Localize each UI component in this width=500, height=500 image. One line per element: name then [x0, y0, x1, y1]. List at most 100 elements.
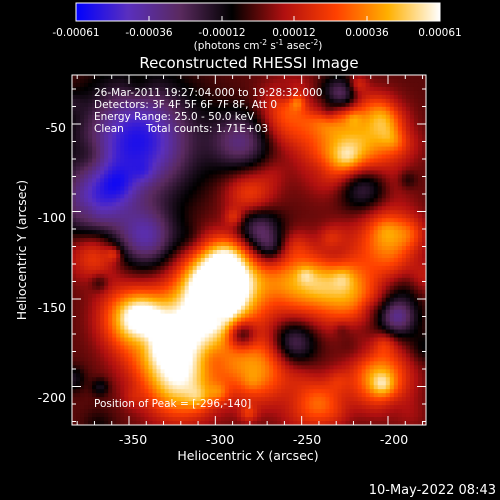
heatmap-cell: [108, 218, 113, 223]
heatmap-cell: [228, 166, 234, 172]
heatmap-cell: [309, 118, 314, 124]
heatmap-cell: [144, 210, 150, 215]
heatmap-cell: [353, 257, 359, 263]
heatmap-cell: [329, 182, 335, 187]
heatmap-cell: [289, 194, 294, 199]
heatmap-cell: [76, 253, 81, 259]
heatmap-cell: [228, 226, 234, 231]
heatmap-cell: [349, 218, 355, 223]
heatmap-cell: [341, 162, 347, 168]
heatmap-cell: [321, 210, 327, 215]
heatmap-cell: [317, 106, 323, 112]
heatmap-cell: [120, 242, 125, 247]
heatmap-cell: [136, 246, 141, 251]
heatmap-cell: [405, 126, 411, 132]
heatmap-cell: [216, 166, 222, 172]
heatmap-cell: [100, 202, 105, 207]
heatmap-cell: [192, 214, 198, 219]
heatmap-cell: [261, 114, 266, 120]
heatmap-cell: [104, 289, 109, 295]
heatmap-cell: [329, 114, 335, 120]
heatmap-cell: [329, 106, 335, 112]
heatmap-cell: [200, 222, 206, 227]
heatmap-cell: [220, 210, 226, 215]
heatmap-cell: [253, 86, 258, 92]
heatmap-cell: [377, 166, 383, 172]
heatmap-cell: [421, 218, 426, 223]
heatmap-cell: [76, 269, 81, 275]
heatmap-cell: [293, 75, 298, 80]
heatmap-cell: [317, 226, 323, 231]
heatmap-cell: [333, 158, 339, 164]
heatmap-cell: [249, 122, 254, 128]
heatmap-cell: [373, 86, 379, 92]
heatmap-cell: [180, 234, 186, 239]
heatmap-cell: [116, 130, 121, 136]
heatmap-cell: [188, 285, 194, 291]
heatmap-cell: [160, 250, 166, 255]
heatmap-cell: [120, 269, 125, 275]
heatmap-cell: [180, 281, 186, 287]
heatmap-cell: [232, 94, 238, 100]
heatmap-cell: [208, 114, 214, 120]
heatmap-cell: [136, 265, 141, 271]
heatmap-cell: [244, 210, 250, 215]
heatmap-cell: [257, 250, 262, 255]
heatmap-cell: [88, 98, 93, 104]
heatmap-cell: [116, 186, 121, 191]
heatmap-cell: [224, 90, 230, 96]
heatmap-cell: [329, 257, 335, 263]
heatmap-cell: [120, 106, 125, 112]
heatmap-cell: [88, 82, 93, 88]
heatmap-cell: [421, 126, 426, 132]
heatmap-cell: [108, 293, 113, 299]
heatmap-cell: [172, 210, 178, 215]
heatmap-cell: [88, 182, 93, 187]
heatmap-cell: [160, 138, 166, 144]
heatmap-cell: [333, 218, 339, 223]
heatmap-cell: [333, 102, 339, 108]
heatmap-cell: [349, 222, 355, 227]
heatmap-cell: [333, 198, 339, 203]
heatmap-cell: [184, 210, 190, 215]
heatmap-cell: [160, 297, 166, 303]
heatmap-cell: [353, 234, 359, 239]
heatmap-cell: [313, 75, 318, 80]
heatmap-cell: [285, 293, 290, 299]
heatmap-cell: [200, 134, 206, 140]
heatmap-cell: [112, 146, 117, 152]
heatmap-cell: [168, 122, 174, 128]
heatmap-cell: [240, 226, 246, 231]
heatmap-cell: [108, 234, 113, 239]
heatmap-cell: [389, 182, 395, 187]
heatmap-cell: [265, 206, 270, 211]
heatmap-cell: [244, 186, 250, 191]
heatmap-cell: [273, 82, 278, 88]
heatmap-cell: [257, 90, 262, 96]
heatmap-cell: [349, 94, 355, 100]
heatmap-cell: [144, 90, 150, 96]
heatmap-cell: [313, 261, 318, 267]
heatmap-cell: [84, 198, 89, 203]
heatmap-cell: [277, 90, 282, 96]
heatmap-cell: [184, 146, 190, 152]
heatmap-cell: [244, 166, 250, 172]
heatmap-cell: [393, 146, 399, 152]
heatmap-cell: [365, 158, 371, 164]
heatmap-cell: [228, 198, 234, 203]
heatmap-cell: [325, 122, 331, 128]
heatmap-cell: [224, 230, 230, 235]
heatmap-cell: [277, 222, 282, 227]
heatmap-cell: [297, 210, 302, 215]
heatmap-cell: [381, 202, 387, 207]
heatmap-cell: [417, 265, 423, 271]
heatmap-cell: [305, 269, 310, 275]
heatmap-cell: [196, 265, 202, 271]
heatmap-cell: [389, 134, 395, 140]
heatmap-cell: [333, 126, 339, 132]
heatmap-cell: [140, 102, 146, 108]
heatmap-cell: [88, 90, 93, 96]
heatmap-cell: [168, 102, 174, 108]
heatmap-cell: [257, 138, 262, 144]
